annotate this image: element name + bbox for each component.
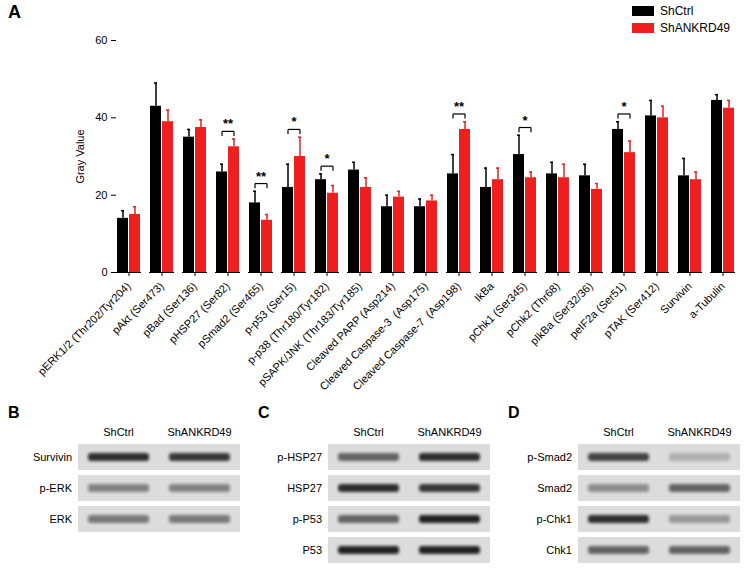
svg-text:40: 40: [95, 111, 107, 123]
svg-text:Gray Value: Gray Value: [74, 129, 86, 183]
svg-text:Survivin: Survivin: [33, 451, 72, 463]
html-text:A: A: [8, 2, 21, 22]
svg-text:HSP27: HSP27: [287, 482, 322, 494]
svg-text:*: *: [522, 113, 528, 128]
html-text:ShANKRD49: ShANKRD49: [660, 21, 730, 35]
svg-text:*: *: [621, 99, 627, 114]
svg-text:pHSP27 (Ser82): pHSP27 (Ser82): [166, 280, 232, 346]
svg-text:Smad2: Smad2: [537, 482, 572, 494]
svg-text:IkBa: IkBa: [472, 279, 497, 304]
svg-text:60: 60: [95, 34, 107, 46]
svg-text:pAkt (Ser473): pAkt (Ser473): [109, 279, 166, 337]
svg-text:peIF2a (Ser51): peIF2a (Ser51): [567, 280, 628, 341]
svg-text:pIkBa (Ser32/36): pIkBa (Ser32/36): [527, 279, 595, 347]
svg-text:p-Chk1: p-Chk1: [537, 513, 572, 525]
svg-text:Cleaved Caspase-7 (Asp198): Cleaved Caspase-7 (Asp198): [350, 280, 463, 393]
html-text:ShCtrl: ShCtrl: [660, 4, 694, 18]
svg-text:pSmad2 (Ser465): pSmad2 (Ser465): [195, 279, 265, 350]
svg-text:B: B: [8, 404, 20, 421]
svg-text:20: 20: [95, 189, 107, 201]
svg-text:ShCtrl: ShCtrl: [603, 426, 634, 438]
svg-text:ShANKRD49: ShANKRD49: [417, 426, 481, 438]
svg-text:p-Smad2: p-Smad2: [527, 451, 572, 463]
svg-text:pBad (Ser136): pBad (Ser136): [139, 279, 199, 339]
svg-text:Cleaved PARP (Asp214): Cleaved PARP (Asp214): [303, 279, 397, 374]
svg-text:pChk2 (Thr68): pChk2 (Thr68): [503, 279, 562, 339]
svg-text:pERK1/2 (Thr202/Tyr204): pERK1/2 (Thr202/Tyr204): [35, 279, 133, 378]
svg-text:**: **: [256, 169, 267, 184]
svg-text:p-P53: p-P53: [293, 513, 322, 525]
svg-text:ERK: ERK: [49, 513, 72, 525]
svg-text:D: D: [508, 404, 520, 421]
svg-text:pSAPK/JNK (Thr183/Tyr185): pSAPK/JNK (Thr183/Tyr185): [255, 279, 364, 389]
svg-text:p-p38 (Thr180/Tyr182): p-p38 (Thr180/Tyr182): [244, 279, 331, 367]
svg-text:0: 0: [101, 266, 107, 278]
svg-text:**: **: [454, 99, 465, 114]
svg-text:ShCtrl: ShCtrl: [353, 426, 384, 438]
svg-text:pChk1 (Ser345): pChk1 (Ser345): [466, 280, 529, 343]
svg-text:ShANKRD49: ShANKRD49: [167, 426, 231, 438]
svg-text:pTAK (Ser412): pTAK (Ser412): [601, 280, 661, 340]
svg-text:p-HSP27: p-HSP27: [277, 451, 322, 463]
svg-text:p-p53 (Ser15): p-p53 (Ser15): [241, 279, 298, 337]
svg-text:C: C: [258, 404, 270, 421]
svg-text:ShANKRD49: ShANKRD49: [667, 426, 731, 438]
svg-text:*: *: [324, 151, 330, 166]
svg-text:Cleaved Caspase-3 (Asp175): Cleaved Caspase-3 (Asp175): [317, 279, 430, 393]
svg-text:a-Tubulin: a-Tubulin: [686, 280, 727, 321]
svg-text:**: **: [223, 116, 234, 131]
svg-text:ShCtrl: ShCtrl: [103, 426, 134, 438]
svg-text:Chk1: Chk1: [546, 544, 572, 556]
svg-text:Survivin: Survivin: [657, 279, 694, 316]
svg-text:*: *: [291, 114, 297, 129]
svg-text:P53: P53: [302, 544, 322, 556]
svg-text:p-ERK: p-ERK: [40, 482, 73, 494]
